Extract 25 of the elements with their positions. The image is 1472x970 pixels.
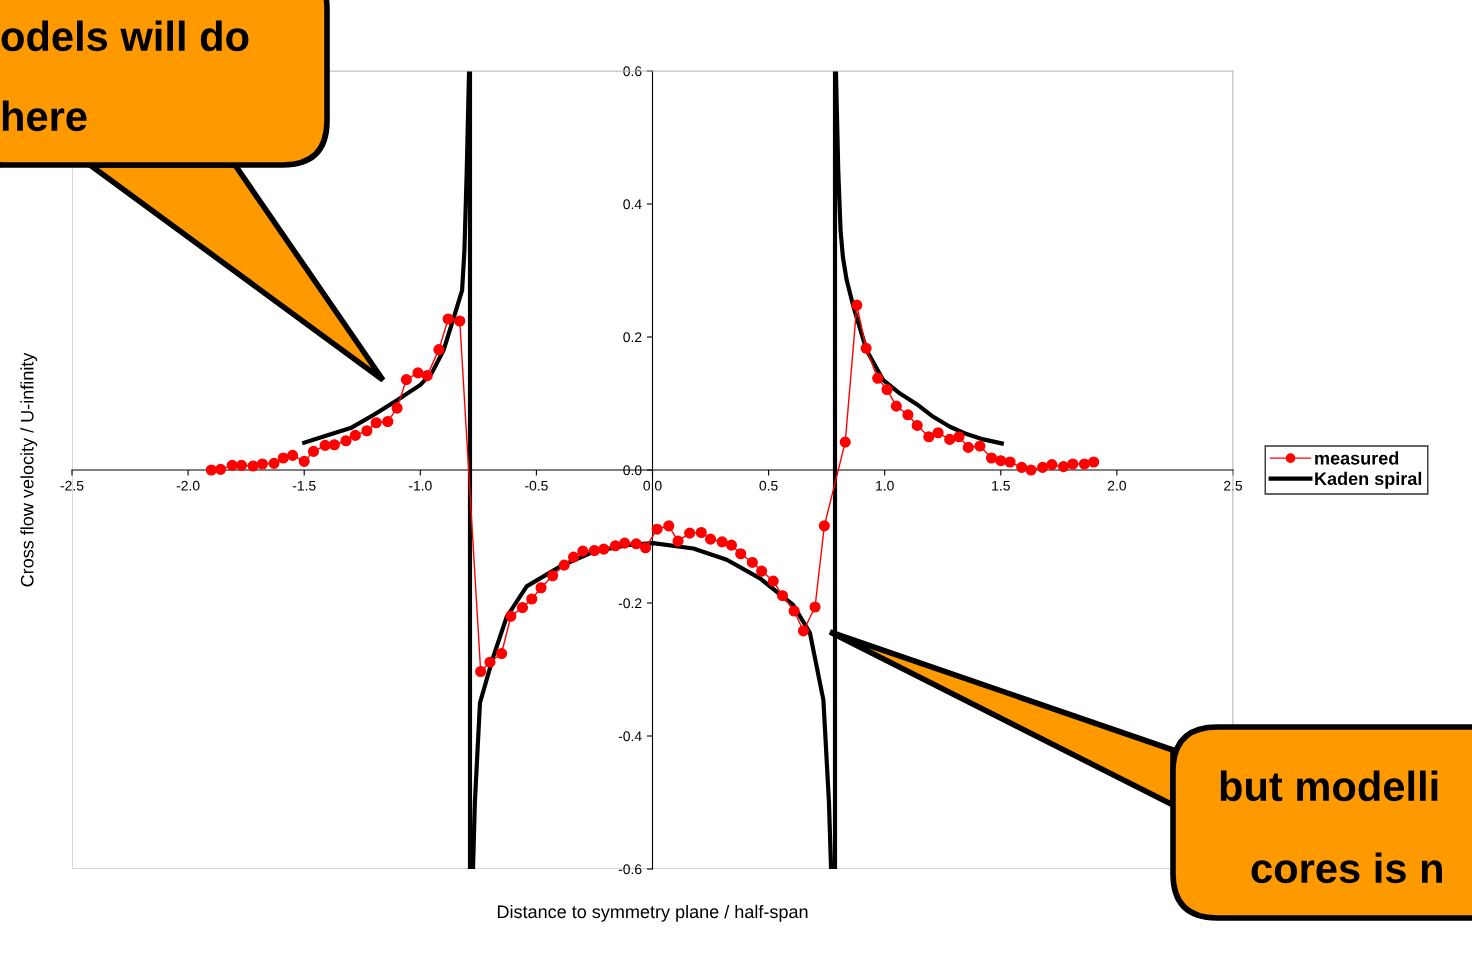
x-tick-label: 1.5 bbox=[992, 480, 1010, 491]
y-tick-label: -0.2 bbox=[618, 598, 642, 609]
y-tick-label: -0.6 bbox=[618, 864, 642, 875]
legend-label: measured bbox=[1315, 451, 1399, 465]
text: odels will do bbox=[1, 20, 249, 52]
x-tick-label: 2.5 bbox=[1224, 480, 1243, 491]
annotation: but modelli bbox=[1220, 770, 1438, 802]
y-tick-label: 0.0 bbox=[623, 465, 642, 476]
x-tick-label: 2.0 bbox=[1107, 480, 1127, 491]
text: cores is n bbox=[1251, 852, 1442, 884]
y-tick-label: 0.6 bbox=[623, 66, 642, 77]
y-tick-label: 0.2 bbox=[623, 332, 642, 343]
annotation: here bbox=[2, 100, 87, 132]
x-tick-label: -1.5 bbox=[292, 480, 316, 491]
x-tick-label: -2.0 bbox=[176, 480, 200, 491]
x-axis-title: Distance to symmetry plane / half-span bbox=[497, 904, 808, 922]
x-tick-label: -0.5 bbox=[525, 480, 548, 491]
x-tick-label: -1.0 bbox=[408, 480, 432, 491]
y-axis-title: Cross flow velocity / U-infinity bbox=[20, 352, 38, 587]
x-tick-label: 0.5 bbox=[759, 480, 778, 491]
y-tick-label: -0.4 bbox=[618, 731, 642, 742]
legend-label: Kaden spiral bbox=[1315, 471, 1422, 489]
y-tick-label: 0.4 bbox=[623, 199, 642, 210]
x-tick-label: 1.0 bbox=[876, 480, 894, 491]
x-tick-label: -2.5 bbox=[60, 480, 84, 491]
